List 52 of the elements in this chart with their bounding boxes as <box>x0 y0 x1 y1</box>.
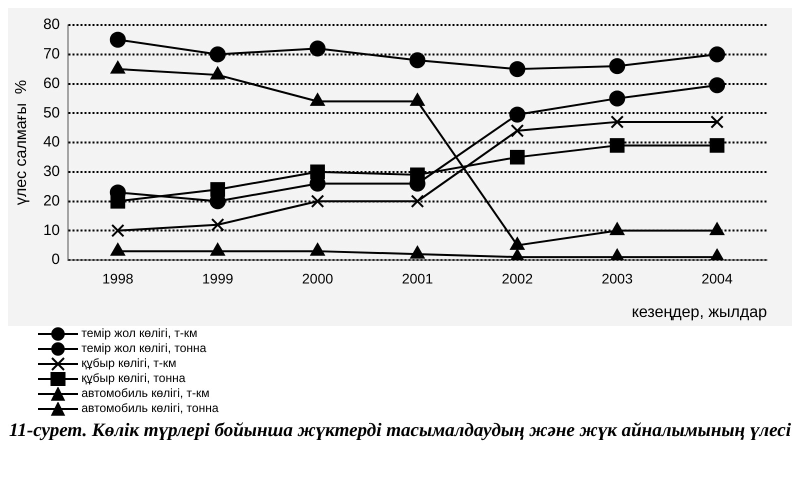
y-tick-label: 50 <box>43 104 60 122</box>
legend-label: автомобиль көлігі, т-км <box>81 386 210 400</box>
point <box>710 222 724 236</box>
x-tick-label: 1999 <box>202 270 234 286</box>
point <box>410 194 424 208</box>
point <box>509 106 526 123</box>
x-tick-label: 1998 <box>102 270 134 286</box>
point <box>110 32 126 48</box>
point <box>610 222 624 236</box>
point <box>609 90 626 106</box>
point <box>111 224 124 238</box>
y-tick-label: 60 <box>43 74 60 92</box>
y-axis-title: үлес салмағы % <box>13 80 30 206</box>
point <box>310 243 325 256</box>
point <box>310 194 324 208</box>
point <box>610 115 624 129</box>
legend-label: құбыр көлігі, тонна <box>81 371 186 385</box>
y-tick-label: 80 <box>43 16 60 34</box>
point <box>610 138 625 153</box>
point <box>210 243 225 256</box>
point <box>509 61 526 78</box>
point <box>510 124 524 138</box>
x-tick-label: 2003 <box>602 270 633 286</box>
point <box>710 115 724 129</box>
x-tick-label: 2004 <box>701 270 733 286</box>
point <box>709 77 726 94</box>
y-tick-label: 20 <box>43 192 60 210</box>
point <box>210 46 226 62</box>
y-tick-label: 70 <box>43 46 60 63</box>
x-axis-title: кезеңдер, жылдар <box>632 304 768 321</box>
point <box>110 243 125 256</box>
y-tick-label: 0 <box>52 251 60 268</box>
point <box>409 52 426 68</box>
x-tick-label: 2000 <box>302 270 334 286</box>
x-tick-label: 2002 <box>502 270 534 286</box>
point <box>609 58 626 74</box>
point <box>410 246 425 259</box>
y-tick-label: 30 <box>43 163 60 180</box>
legend-label: темір жол көлігі, т-км <box>81 326 198 340</box>
point <box>211 218 224 232</box>
legend-label: автомобиль көлігі, тонна <box>81 401 219 415</box>
point <box>310 40 326 56</box>
x-tick-label: 2001 <box>402 270 434 286</box>
y-tick-label: 40 <box>43 134 60 151</box>
point <box>710 138 724 153</box>
legend-label: темір жол көлігі, тонна <box>81 341 206 355</box>
legend-label: құбыр көлігі, т-км <box>81 356 176 370</box>
text: 11-сурет. Көлік түрлері бойынша жүктерді тасымалдаудың және жүк айналымының үлесі <box>8 420 792 442</box>
point <box>709 46 726 62</box>
point <box>510 237 524 250</box>
y-tick-label: 10 <box>43 222 60 239</box>
point <box>510 150 525 165</box>
